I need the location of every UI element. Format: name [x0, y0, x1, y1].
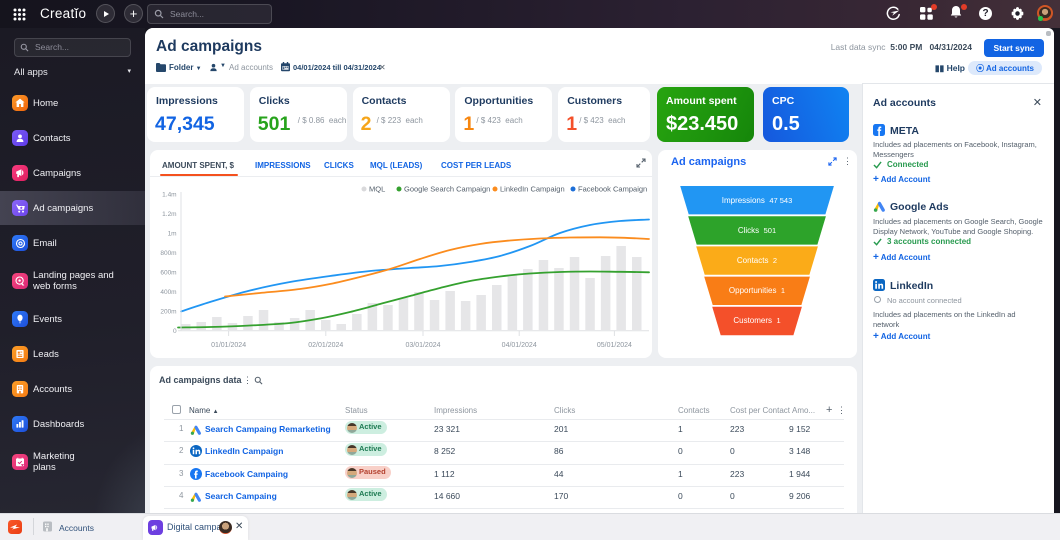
svg-text:01/01/2024: 01/01/2024	[211, 342, 246, 349]
svg-text:Customers 1: Customers 1	[733, 316, 780, 325]
svg-text:Impressions 47 543: Impressions 47 543	[722, 196, 793, 205]
svg-text:Facebook Campaign: Facebook Campaign	[578, 185, 647, 194]
svg-text:1.2m: 1.2m	[162, 211, 176, 218]
svg-text:600m: 600m	[160, 270, 176, 277]
svg-text:03/01/2024: 03/01/2024	[405, 342, 440, 349]
svg-text:Opportunities 1: Opportunities 1	[729, 286, 785, 295]
svg-text:200m: 200m	[160, 309, 176, 316]
svg-text:MQL: MQL	[369, 185, 385, 194]
svg-text:LinkedIn Campaign: LinkedIn Campaign	[500, 185, 565, 194]
svg-text:400m: 400m	[160, 289, 176, 296]
svg-text:04/01/2024: 04/01/2024	[502, 342, 537, 349]
svg-text:1.4m: 1.4m	[162, 192, 176, 199]
svg-text:Clicks 501: Clicks 501	[738, 226, 776, 235]
svg-text:Google Search Campaign: Google Search Campaign	[404, 185, 490, 194]
svg-text:800m: 800m	[160, 250, 176, 257]
svg-text:02/01/2024: 02/01/2024	[308, 342, 343, 349]
svg-text:Contacts 2: Contacts 2	[737, 256, 777, 265]
svg-text:05/01/2024: 05/01/2024	[597, 342, 632, 349]
svg-text:0: 0	[173, 328, 177, 335]
svg-text:1m: 1m	[168, 231, 177, 238]
